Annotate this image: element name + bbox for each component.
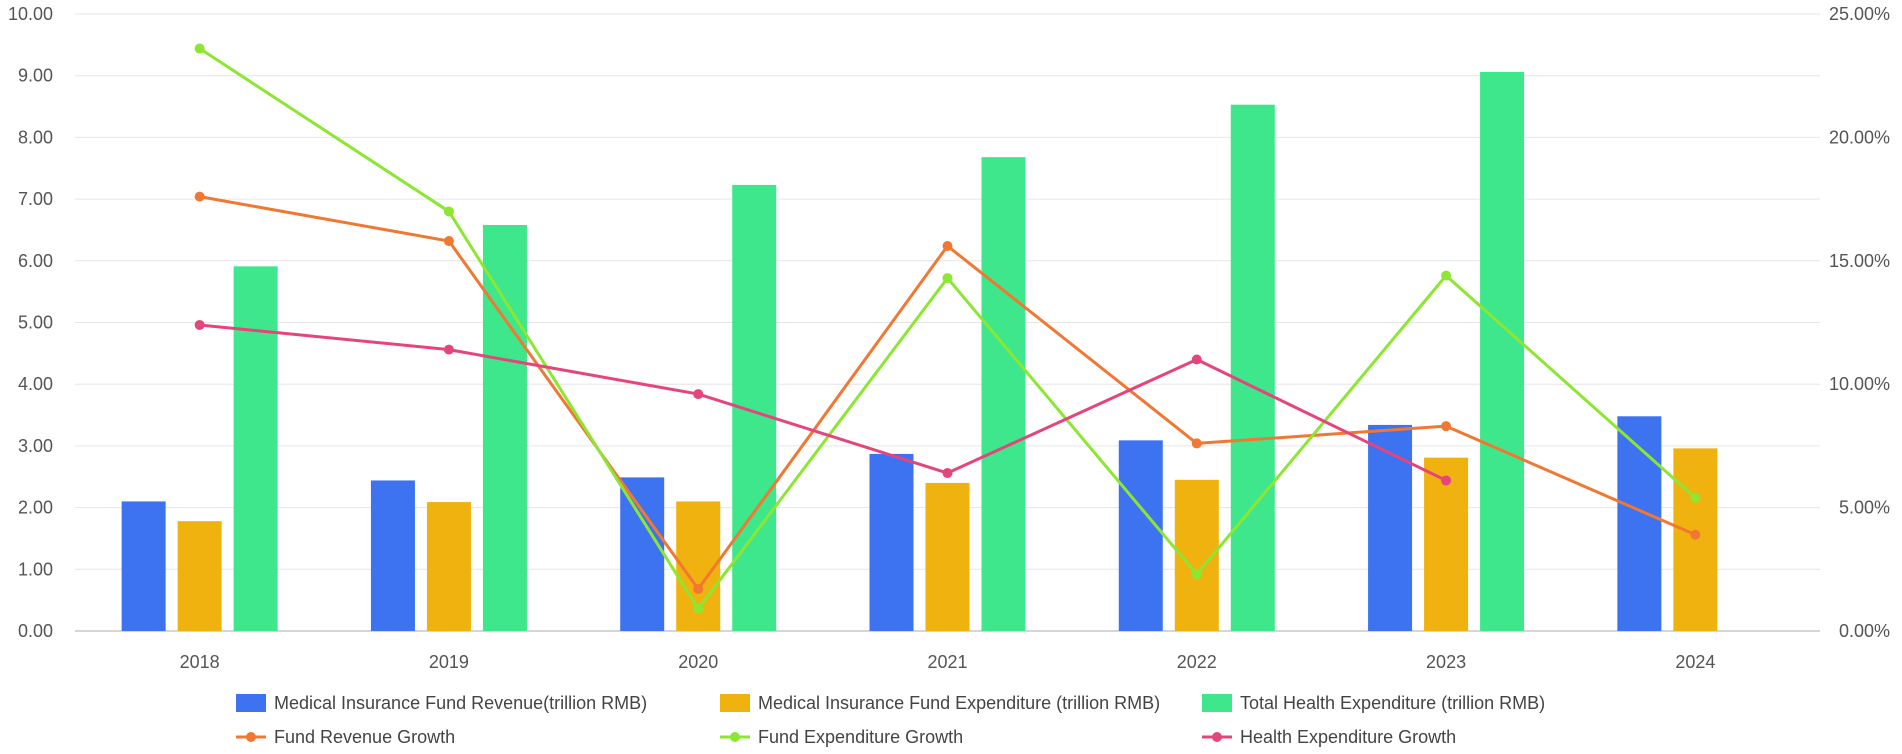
x-axis-tick-label: 2022 [1177, 652, 1217, 672]
x-axis-tick-label: 2023 [1426, 652, 1466, 672]
line-point [1191, 569, 1202, 580]
left-axis-tick-label: 3.00 [18, 436, 53, 456]
left-axis-tick-label: 0.00 [18, 621, 53, 641]
legend-item: Medical Insurance Fund Expenditure (tril… [720, 693, 1160, 713]
bar [620, 477, 665, 631]
legend-label: Medical Insurance Fund Revenue(trillion … [274, 693, 647, 713]
legend-swatch [720, 694, 750, 712]
right-axis: 0.00% 5.00% 10.00% 15.00% 20.00% 25.00% [1829, 4, 1890, 641]
bar [177, 521, 222, 631]
left-axis-tick-label: 4.00 [18, 374, 53, 394]
bar [233, 266, 278, 631]
line-point [443, 344, 454, 355]
line-point [1441, 270, 1452, 281]
line-point [1441, 421, 1452, 432]
legend-item: Fund Revenue Growth [236, 727, 455, 747]
bars [121, 71, 1718, 632]
bar [981, 157, 1026, 632]
series-line [199, 323, 1447, 482]
legend-marker [730, 732, 740, 742]
line-point [1690, 492, 1701, 503]
legend-label: Total Health Expenditure (trillion RMB) [1240, 693, 1545, 713]
line-point [1441, 475, 1452, 486]
left-axis-tick-label: 5.00 [18, 313, 53, 333]
bar [1617, 416, 1662, 631]
x-axis-tick-label: 2019 [429, 652, 469, 672]
bar [1230, 104, 1275, 632]
line-point [942, 240, 953, 251]
bar [869, 453, 914, 631]
legend-label: Medical Insurance Fund Expenditure (tril… [758, 693, 1160, 713]
legend-item: Total Health Expenditure (trillion RMB) [1202, 693, 1545, 713]
line-point [1690, 529, 1701, 540]
left-axis: 0.00 1.00 2.00 3.00 4.00 5.00 6.00 7.00 8.00 9.00… [8, 4, 53, 641]
bar [1480, 71, 1525, 632]
right-axis-tick-label: 15.00% [1829, 251, 1890, 271]
right-axis-tick-label: 20.00% [1829, 127, 1890, 147]
line-point [194, 319, 205, 330]
legend-marker [246, 732, 256, 742]
right-axis-tick-label: 5.00% [1839, 498, 1890, 518]
line-point [194, 191, 205, 202]
x-axis-tick-label: 2024 [1675, 652, 1715, 672]
bar [925, 482, 970, 631]
bar [121, 501, 166, 631]
right-axis-tick-label: 25.00% [1829, 4, 1890, 24]
legend-item: Medical Insurance Fund Revenue(trillion … [236, 693, 647, 713]
line-point [1191, 354, 1202, 365]
legend: Medical Insurance Fund Revenue(trillion … [236, 693, 1545, 747]
right-axis-tick-label: 10.00% [1829, 374, 1890, 394]
line-point [942, 273, 953, 284]
left-axis-tick-label: 2.00 [18, 498, 53, 518]
line-point [443, 236, 454, 247]
bar [1424, 457, 1469, 631]
bar [1118, 440, 1163, 631]
lines [194, 43, 1701, 614]
legend-marker [1212, 732, 1222, 742]
x-axis-tick-label: 2018 [180, 652, 220, 672]
legend-item: Fund Expenditure Growth [720, 727, 963, 747]
x-axis: 2018 2019 2020 2021 2022 2023 2024 [75, 630, 1820, 672]
x-axis-tick-label: 2021 [927, 652, 967, 672]
left-axis-tick-label: 1.00 [18, 559, 53, 579]
legend-item: Health Expenditure Growth [1202, 727, 1456, 747]
line-point [693, 603, 704, 614]
line-point [693, 584, 704, 595]
line-point [942, 468, 953, 479]
bar [482, 225, 527, 631]
line-point [443, 206, 454, 217]
x-axis-tick-label: 2020 [678, 652, 718, 672]
legend-swatch [236, 694, 266, 712]
legend-label: Health Expenditure Growth [1240, 727, 1456, 747]
bar [370, 480, 415, 631]
left-axis-tick-label: 7.00 [18, 189, 53, 209]
right-axis-tick-label: 0.00% [1839, 621, 1890, 641]
gridlines [75, 13, 1820, 570]
legend-label: Fund Revenue Growth [274, 727, 455, 747]
line-point [194, 43, 205, 54]
line-point [1191, 438, 1202, 449]
legend-label: Fund Expenditure Growth [758, 727, 963, 747]
left-axis-tick-label: 8.00 [18, 127, 53, 147]
left-axis-tick-label: 10.00 [8, 4, 53, 24]
left-axis-tick-label: 6.00 [18, 251, 53, 271]
bar [426, 502, 471, 631]
line-point [693, 389, 704, 400]
bar [1368, 424, 1413, 631]
left-axis-tick-label: 9.00 [18, 66, 53, 86]
legend-swatch [1202, 694, 1232, 712]
